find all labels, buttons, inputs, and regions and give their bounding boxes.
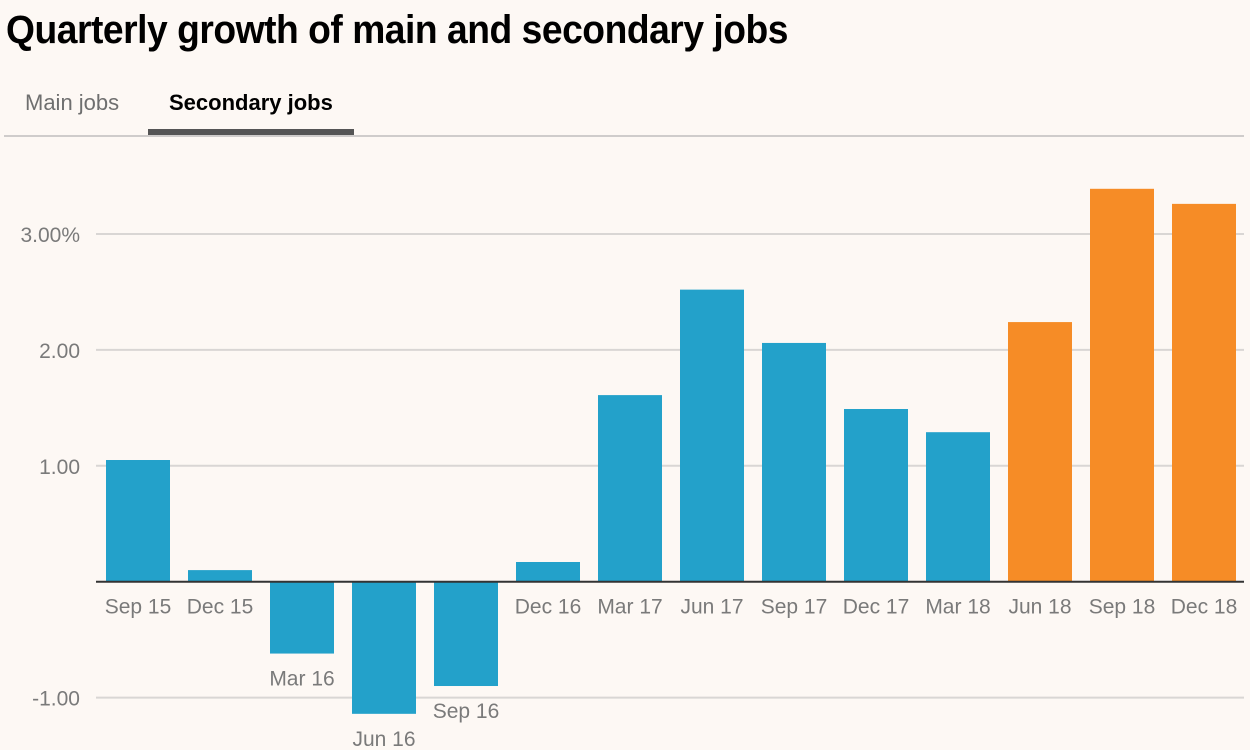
y-tick-label: 3.00% (20, 224, 80, 247)
x-tick-label: Dec 16 (515, 596, 582, 619)
bar[interactable] (598, 395, 662, 582)
x-tick-label: Jun 16 (352, 728, 415, 750)
y-tick-label: -1.00 (32, 688, 80, 711)
tab-secondary-jobs[interactable]: Secondary jobs (169, 90, 333, 115)
tab-main-jobs[interactable]: Main jobs (25, 90, 120, 115)
bars (106, 188, 1236, 714)
bar[interactable] (926, 432, 990, 582)
y-axis-labels: 3.00% 2.00 1.00 -1.00 (20, 224, 80, 711)
bar[interactable] (1090, 188, 1154, 582)
x-tick-label: Sep 17 (761, 596, 828, 619)
x-tick-label: Mar 16 (269, 668, 334, 691)
x-tick-label: Sep 18 (1089, 596, 1156, 619)
active-tab-indicator (148, 129, 354, 135)
chart-title: Quarterly growth of main and secondary j… (6, 8, 789, 52)
bar[interactable] (434, 581, 498, 687)
y-tick-label: 2.00 (39, 340, 80, 363)
bar[interactable] (188, 570, 252, 582)
x-tick-label: Mar 18 (925, 596, 990, 619)
tab-bar: Main jobs Secondary jobs (0, 80, 1244, 137)
x-tick-label: Mar 17 (597, 596, 662, 619)
x-tick-label: Dec 17 (843, 596, 910, 619)
x-tick-label: Dec 15 (187, 596, 254, 619)
bar[interactable] (516, 561, 580, 582)
x-tick-label: Dec 18 (1171, 596, 1238, 619)
bar[interactable] (844, 409, 908, 582)
x-axis-labels: Sep 15 Dec 15 Mar 16 Jun 16 Sep 16 Dec 16 Mar … (105, 596, 1238, 750)
y-tick-label: 1.00 (39, 456, 80, 479)
tab-divider (4, 135, 1244, 137)
x-tick-label: Jun 17 (680, 596, 743, 619)
x-tick-label: Sep 16 (433, 700, 500, 723)
bar[interactable] (270, 581, 334, 654)
bar[interactable] (1008, 322, 1072, 582)
bar[interactable] (352, 581, 416, 714)
bar[interactable] (106, 460, 170, 582)
x-tick-label: Jun 18 (1008, 596, 1071, 619)
bar[interactable] (1172, 203, 1236, 582)
bar[interactable] (762, 342, 826, 582)
bar[interactable] (680, 289, 744, 582)
x-tick-label: Sep 15 (105, 596, 172, 619)
